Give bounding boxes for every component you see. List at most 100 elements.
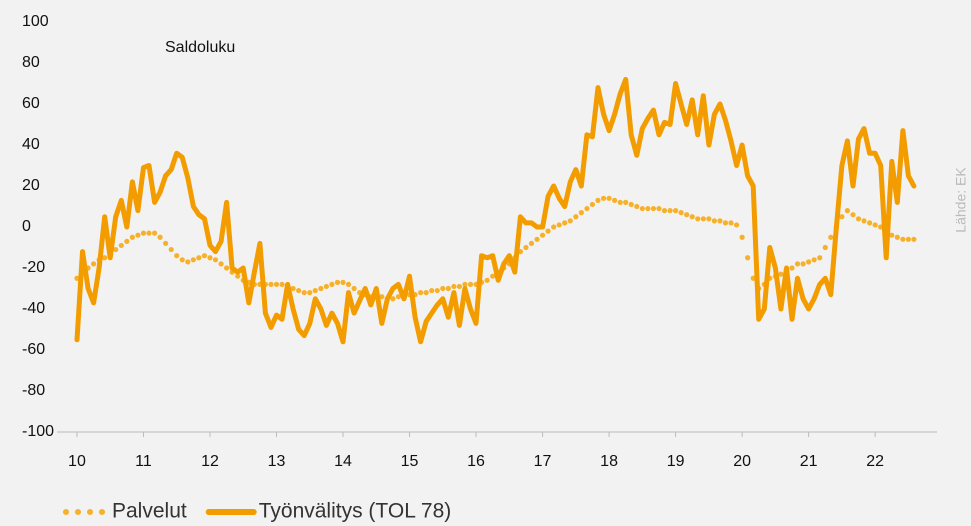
data-point [534,236,540,242]
data-point [778,271,784,277]
data-point [113,246,119,253]
x-tick-label: 13 [268,453,286,470]
data-point [340,279,346,285]
data-point [578,210,584,216]
annotation: Saldoluku [165,39,235,56]
data-point [395,294,402,300]
x-tick-label: 11 [135,453,152,470]
data-point [806,259,812,265]
data-point [429,287,435,294]
data-point [678,210,684,216]
data-point [811,257,817,263]
data-point [894,234,900,240]
data-point [545,228,551,234]
y-tick-label: 80 [22,54,40,71]
data-point [528,240,535,246]
data-point [562,220,568,226]
data-point [329,281,335,287]
data-point [844,208,851,214]
data-point [556,222,562,228]
data-point [611,197,618,203]
data-point [467,281,474,287]
data-point [440,285,446,292]
data-point [567,218,573,224]
data-point [102,255,108,261]
data-point [218,261,224,267]
data-point [600,195,607,201]
x-tick-label: 22 [866,453,884,470]
data-point [728,220,734,226]
data-point [667,208,673,214]
data-point [140,230,147,236]
data-point [861,218,867,224]
line-series [74,76,917,345]
data-point [617,199,623,205]
legend-swatch [75,509,81,515]
y-tick-label: 0 [22,218,31,235]
data-point [828,234,834,240]
data-point [185,259,191,265]
data-point [584,205,590,212]
legend-label: Työnvälitys (TOL 78) [259,500,452,523]
data-point [900,236,906,242]
data-point [711,218,717,224]
data-point [456,283,463,290]
data-point [224,265,230,271]
y-tick-label: 60 [22,95,40,112]
data-point [445,285,451,292]
y-tick-label: -100 [22,423,54,440]
data-point [739,234,745,240]
data-point [146,230,152,236]
data-point [190,257,196,263]
data-point [800,261,806,267]
data-point [484,277,490,283]
data-point [645,205,651,212]
y-tick-label: -80 [22,382,45,399]
legend-swatch [63,509,69,515]
x-tick-label: 19 [667,453,685,470]
data-point [606,195,612,201]
data-point [174,253,180,259]
data-point [451,283,457,290]
data-point [539,232,546,238]
data-point [423,290,429,296]
data-point [889,232,895,238]
y-tick-label: -60 [22,341,45,358]
data-point [279,281,285,287]
data-point [839,214,845,220]
y-tick-label: -20 [22,259,45,276]
data-point [872,222,878,228]
data-point [168,246,174,253]
x-tick-label: 18 [600,453,618,470]
data-point [656,205,662,212]
data-point [595,197,601,203]
data-point [661,208,668,214]
data-point [794,261,801,267]
data-point [301,290,307,296]
data-point [628,201,634,208]
data-point [273,281,280,287]
x-tick-label: 15 [401,453,419,470]
data-point [212,257,219,263]
data-point [867,220,873,226]
y-tick-label: 40 [22,136,40,153]
data-point [850,212,856,218]
data-point [717,218,723,224]
data-point [573,214,579,220]
data-point [789,265,795,271]
data-point [235,273,241,279]
data-point [323,283,329,290]
data-point [855,216,862,222]
data-point [490,273,496,279]
data-point [345,281,352,287]
source: Lähde: EK [953,167,969,233]
data-point [307,290,313,296]
data-point [179,257,185,263]
legend-swatch [99,509,105,515]
data-point [90,261,97,267]
legend-label: Palvelut [112,500,187,523]
data-point [672,208,679,214]
data-point [290,285,296,292]
data-point [911,236,917,242]
